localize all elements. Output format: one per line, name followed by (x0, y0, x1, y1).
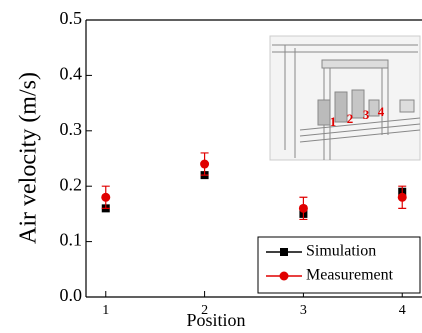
marker-circle (200, 160, 209, 169)
legend-marker (280, 272, 289, 281)
x-tick-label: 1 (102, 303, 109, 318)
x-axis-title: Position (186, 310, 245, 330)
inset-label: 3 (363, 107, 370, 122)
marker-circle (299, 204, 308, 213)
marker-circle (398, 193, 407, 202)
legend-label: Simulation (306, 243, 376, 260)
x-tick-label: 4 (399, 303, 406, 318)
y-tick-label: 0.2 (60, 174, 83, 194)
inset-label: 1 (330, 114, 337, 129)
page: Position Air velocity (m/s) 0.0 0.1 0.2 0.3… (0, 0, 422, 333)
y-tick-label: 0.1 (60, 230, 83, 250)
x-tick-label: 2 (201, 303, 208, 318)
marker-circle (101, 193, 110, 202)
y-tick-label: 0.4 (60, 64, 83, 84)
y-tick-label: 0.5 (60, 8, 83, 28)
y-tick-label: 0.3 (60, 119, 83, 139)
chart: Position Air velocity (m/s) 0.0 0.1 0.2 0.3… (0, 0, 422, 333)
inset-label: 4 (378, 104, 385, 119)
legend-label: Measurement (306, 267, 394, 284)
legend-marker (280, 248, 288, 256)
y-axis-title: Air velocity (m/s) (16, 72, 42, 244)
inset-image (270, 36, 420, 160)
inset-label: 2 (347, 111, 354, 126)
y-tick-label: 0.0 (60, 285, 83, 305)
x-tick-label: 3 (300, 303, 307, 318)
